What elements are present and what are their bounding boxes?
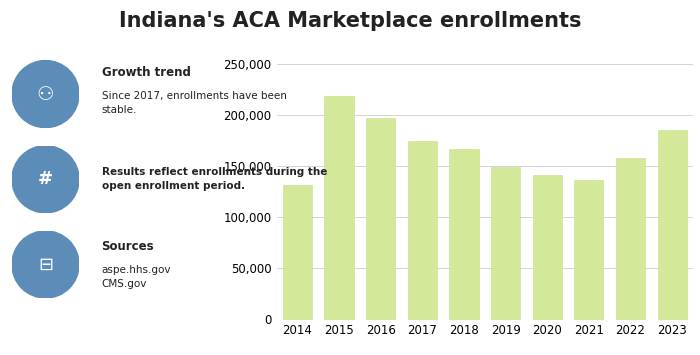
Text: health
insurance: health insurance [19,301,66,320]
Bar [366,118,396,320]
Bar [491,167,520,320]
Bar [616,158,645,320]
Text: Growth trend: Growth trend [102,66,190,79]
Bar [283,185,312,320]
Text: Since 2017, enrollments have been
stable.: Since 2017, enrollments have been stable… [102,91,286,115]
Text: Results reflect enrollments during the
open enrollment period.: Results reflect enrollments during the o… [102,167,327,191]
Bar [574,180,603,320]
Bar [324,95,354,320]
Bar [533,175,562,320]
Text: ⊟: ⊟ [38,256,53,273]
Circle shape [12,146,79,213]
Text: Sources: Sources [102,240,154,253]
Bar [449,149,479,320]
Circle shape [12,60,79,128]
Text: #: # [38,170,53,188]
Text: ⚇: ⚇ [36,84,55,104]
Circle shape [12,231,79,298]
Text: .org: .org [28,324,57,337]
Text: aspe.hhs.gov
CMS.gov: aspe.hhs.gov CMS.gov [102,265,171,289]
Text: Indiana's ACA Marketplace enrollments: Indiana's ACA Marketplace enrollments [119,11,581,31]
Bar [407,141,437,320]
Bar [657,130,687,320]
